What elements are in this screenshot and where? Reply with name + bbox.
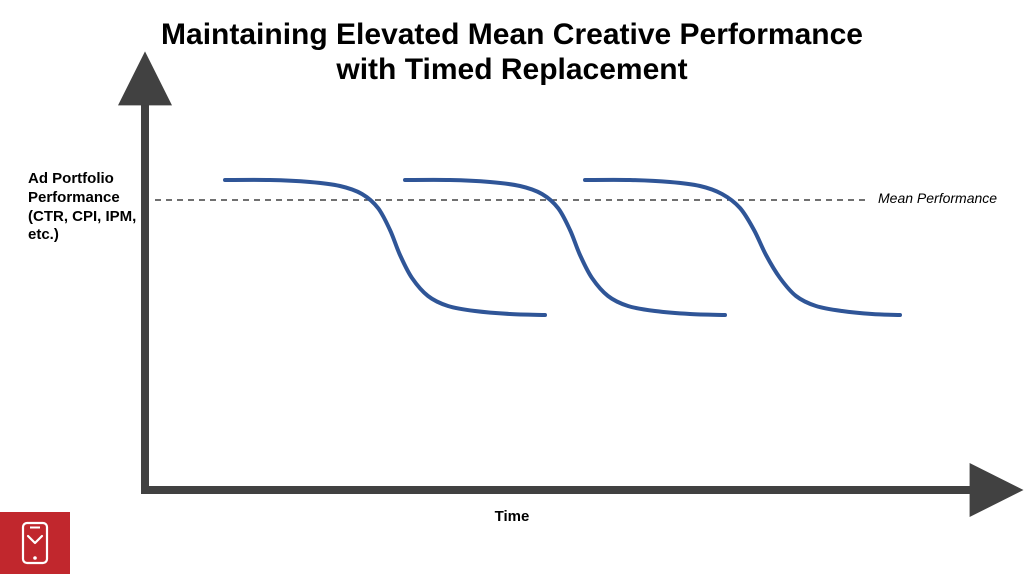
brand-badge [0, 512, 70, 574]
phone-mail-icon [21, 521, 49, 565]
y-axis-label: Ad PortfolioPerformance(CTR, CPI, IPM,et… [28, 170, 136, 245]
mean-performance-label: Mean Performance [878, 190, 997, 206]
chart-area [0, 0, 1024, 574]
x-axis-label: Time [0, 508, 1024, 525]
